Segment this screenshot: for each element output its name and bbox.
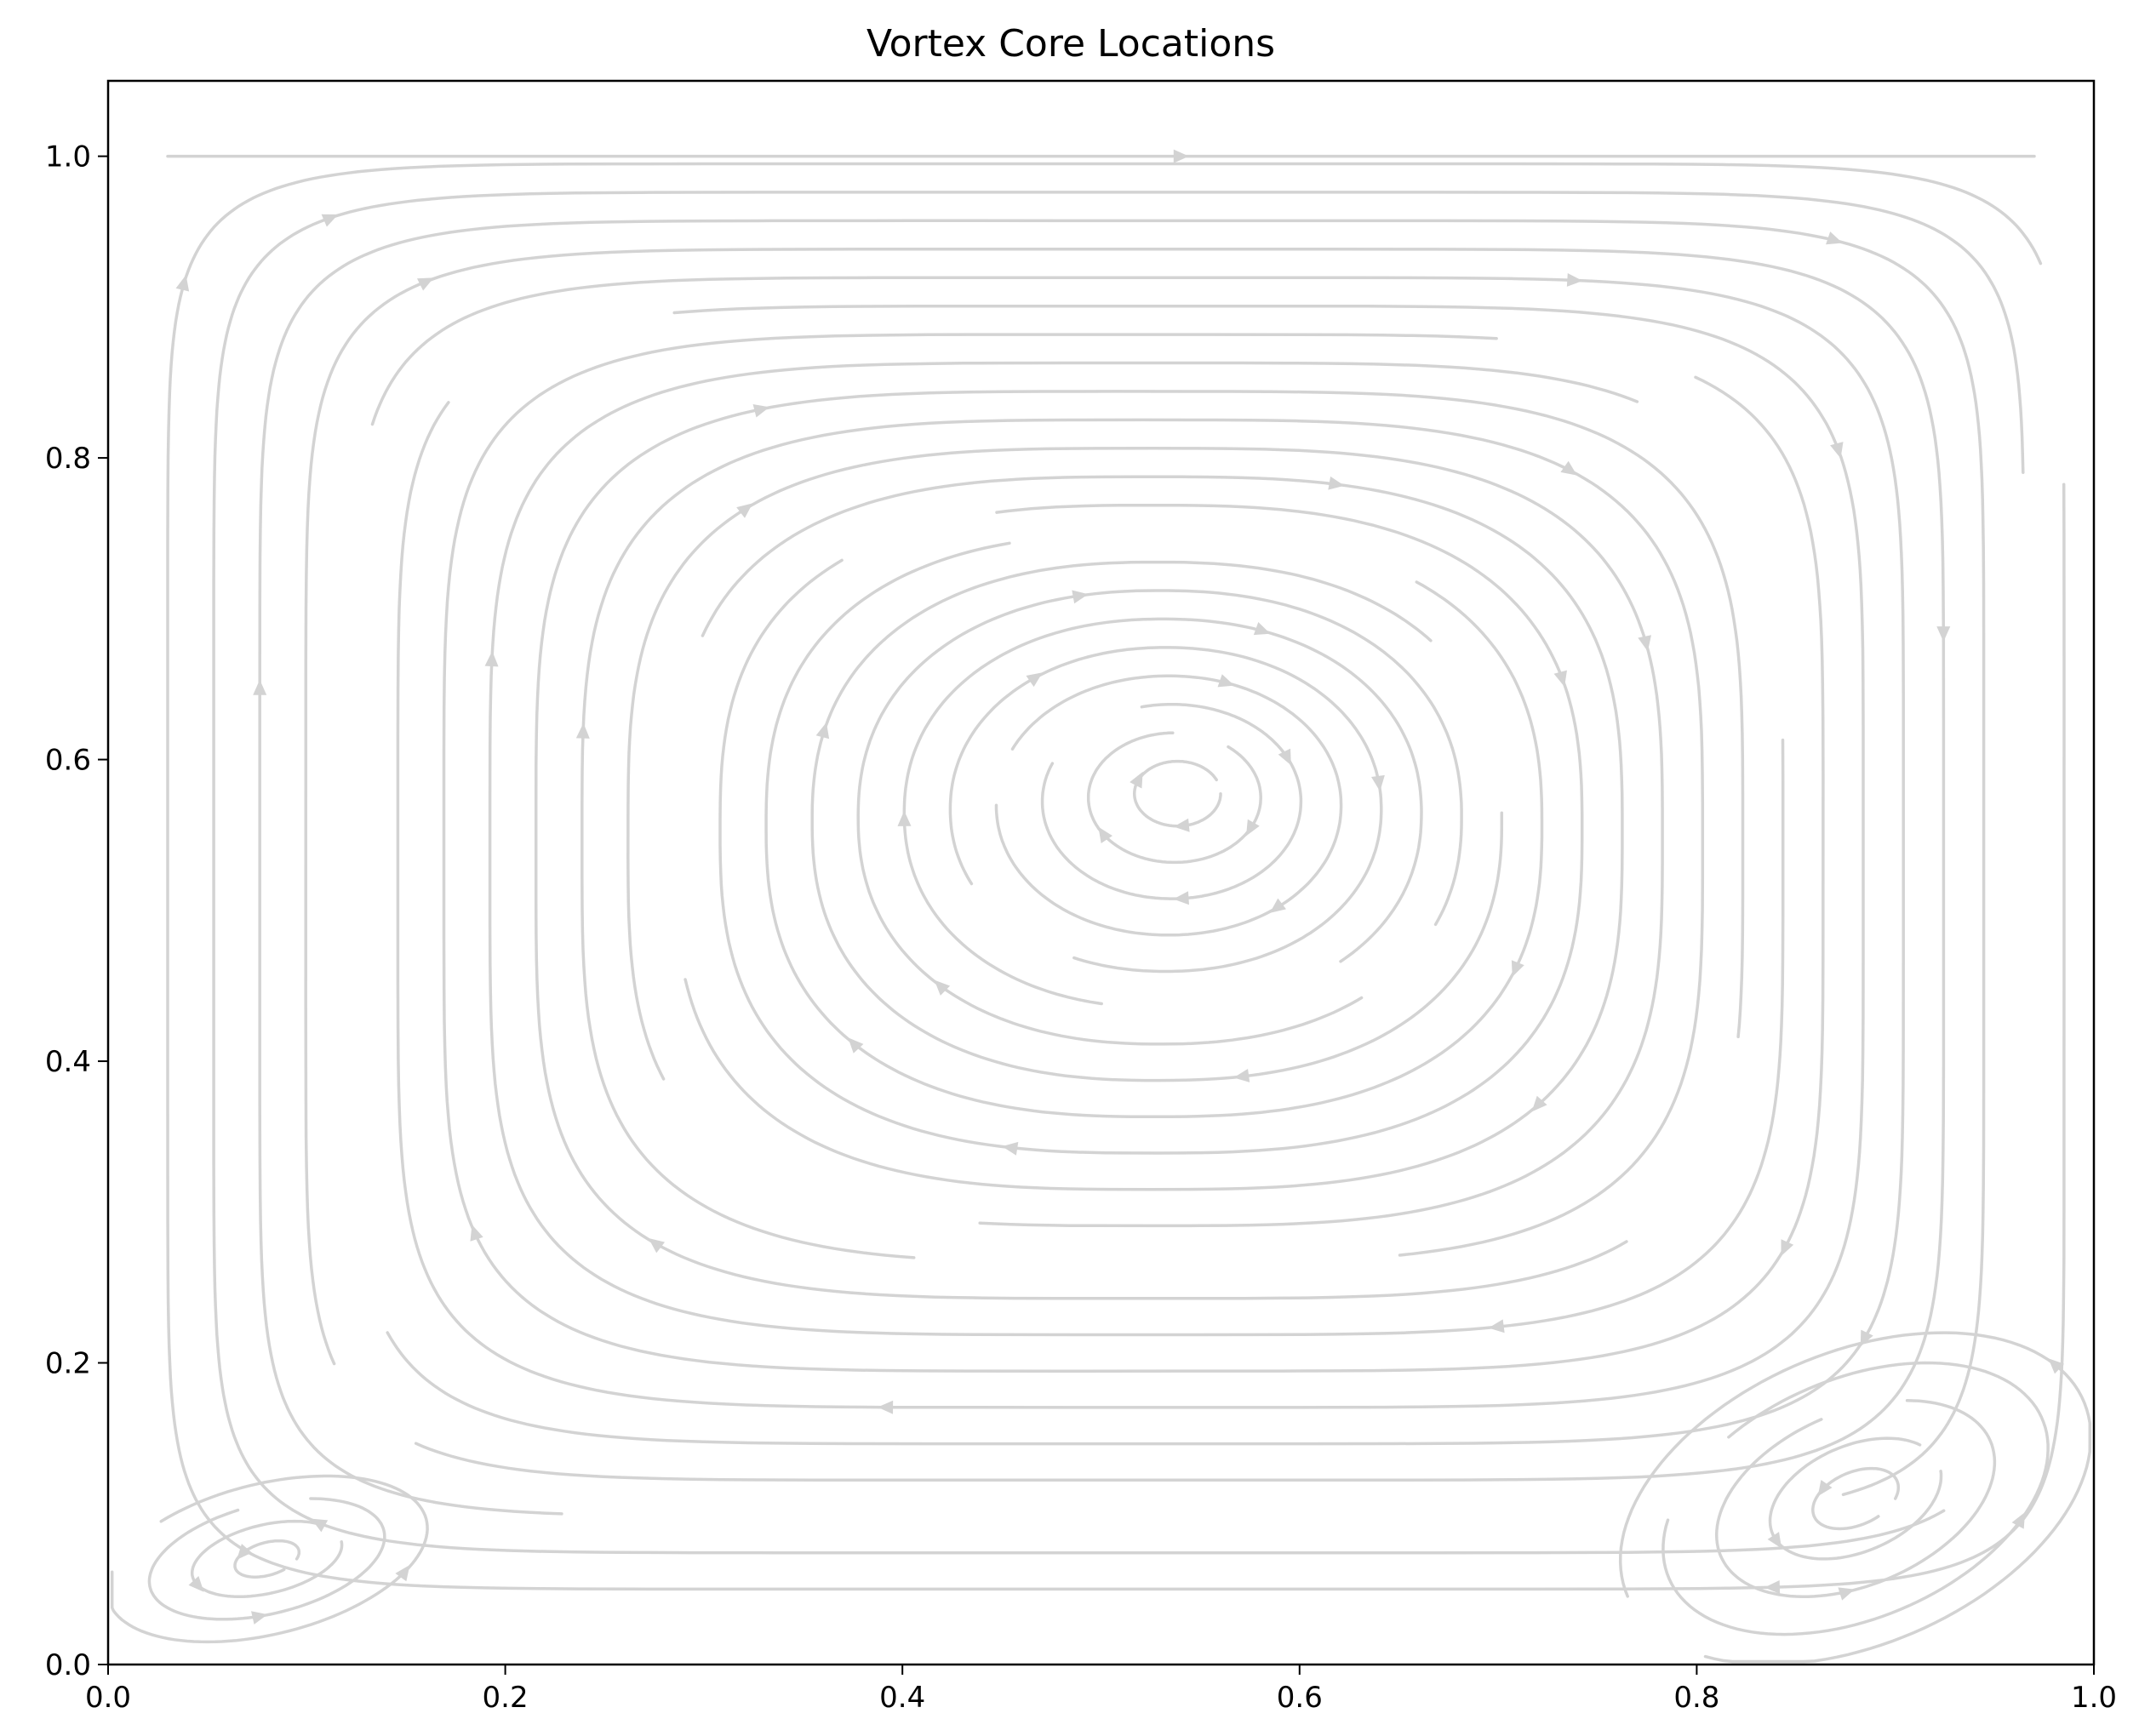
streamline bbox=[902, 617, 1423, 1006]
stream-arrow bbox=[1253, 622, 1271, 636]
stream-arrow bbox=[2011, 1511, 2026, 1529]
stream-arrow bbox=[1371, 774, 1385, 791]
stream-arrow bbox=[1130, 771, 1143, 789]
stream-arrow bbox=[1173, 891, 1189, 905]
chart-title: Vortex Core Locations bbox=[866, 22, 1275, 66]
stream-arrow bbox=[1173, 818, 1190, 832]
stream-arrow bbox=[1531, 1095, 1547, 1112]
stream-arrow bbox=[878, 1400, 894, 1414]
y-tick-label: 1.0 bbox=[45, 140, 91, 174]
stream-arrow bbox=[188, 1575, 204, 1592]
stream-arrow bbox=[752, 404, 769, 418]
stream-arrow bbox=[395, 1565, 410, 1582]
streamline bbox=[370, 276, 1905, 1446]
streamline bbox=[581, 418, 1705, 1259]
x-axis: 0.0 0.2 0.4 0.6 0.8 1.0 bbox=[85, 1665, 2117, 1715]
stream-arrow bbox=[1781, 1239, 1794, 1256]
stream-arrow bbox=[1233, 1069, 1250, 1082]
streamline bbox=[166, 162, 2066, 1591]
streamline bbox=[1040, 702, 1303, 900]
streamline bbox=[683, 475, 1624, 1191]
streamline bbox=[994, 674, 1343, 937]
streamline bbox=[396, 304, 1865, 1409]
stream-arrow bbox=[1098, 826, 1112, 843]
streamline bbox=[856, 589, 1463, 1046]
streamline bbox=[442, 333, 1825, 1373]
stream-arrow bbox=[1860, 1329, 1873, 1347]
stream-arrow bbox=[1245, 819, 1260, 837]
streamline bbox=[1132, 759, 1222, 828]
stream-arrow bbox=[736, 503, 753, 518]
stream-arrow bbox=[175, 275, 190, 292]
stream-arrow bbox=[416, 277, 434, 291]
streamline bbox=[1086, 731, 1262, 865]
y-tick-label: 0.8 bbox=[45, 442, 91, 476]
streamline bbox=[626, 447, 1664, 1228]
streamline bbox=[488, 361, 1785, 1337]
stream-arrow bbox=[1173, 149, 1189, 163]
stream-arrow bbox=[1072, 590, 1089, 604]
y-tick-label: 0.6 bbox=[45, 744, 91, 778]
stream-arrow bbox=[1269, 898, 1287, 913]
stream-arrow bbox=[575, 722, 590, 739]
stream-arrow bbox=[1767, 1532, 1782, 1549]
stream-arrow bbox=[470, 1225, 483, 1242]
stream-arrow bbox=[815, 722, 830, 740]
y-axis: 0.0 0.2 0.4 0.6 0.8 1.0 bbox=[45, 140, 108, 1682]
corner-vortex-streamline bbox=[1661, 1361, 2050, 1636]
stream-arrow bbox=[934, 979, 951, 996]
y-tick-label: 0.0 bbox=[45, 1648, 91, 1682]
streamline bbox=[948, 646, 1383, 974]
stream-arrow bbox=[1936, 626, 1951, 642]
streamlines bbox=[110, 154, 2092, 1664]
stream-arrow bbox=[1328, 476, 1345, 490]
streamline bbox=[810, 560, 1504, 1082]
stream-arrow bbox=[1560, 460, 1577, 476]
streamline bbox=[718, 503, 1584, 1155]
stream-arrow bbox=[1638, 635, 1651, 652]
stream-arrow bbox=[2048, 1358, 2065, 1374]
streamline bbox=[212, 191, 2025, 1555]
stream-arrow bbox=[1511, 960, 1524, 977]
streamline bbox=[534, 390, 1745, 1300]
stream-arrow bbox=[1817, 1479, 1833, 1497]
y-tick-label: 0.2 bbox=[45, 1347, 91, 1381]
stream-arrow bbox=[253, 679, 267, 695]
stream-arrow bbox=[237, 1544, 252, 1560]
stream-arrow bbox=[1826, 231, 1843, 245]
stream-arrow bbox=[251, 1611, 268, 1625]
plot-frame bbox=[106, 79, 2096, 1666]
x-tick-label: 1.0 bbox=[2071, 1681, 2117, 1715]
x-tick-label: 0.0 bbox=[85, 1681, 131, 1715]
corner-vortex-streamline bbox=[147, 1497, 386, 1621]
stream-arrow bbox=[1488, 1319, 1505, 1333]
y-tick-label: 0.4 bbox=[45, 1045, 91, 1079]
stream-arrow bbox=[897, 810, 912, 826]
x-tick-label: 0.4 bbox=[879, 1681, 925, 1715]
stream-arrow bbox=[1566, 272, 1583, 287]
corner-vortex-streamline bbox=[190, 1519, 344, 1598]
stream-arrow bbox=[648, 1237, 666, 1253]
x-tick-label: 0.8 bbox=[1673, 1681, 1719, 1715]
stream-arrow bbox=[1217, 674, 1235, 688]
x-tick-label: 0.2 bbox=[483, 1681, 529, 1715]
corner-vortex-streamline bbox=[1618, 1331, 2092, 1664]
stream-arrow bbox=[1830, 442, 1844, 459]
stream-arrows bbox=[175, 149, 2065, 1625]
stream-arrow bbox=[1764, 1579, 1781, 1594]
stream-arrow bbox=[1278, 748, 1291, 766]
stream-arrow bbox=[1553, 670, 1568, 688]
stream-arrow bbox=[484, 651, 499, 667]
stream-arrow bbox=[311, 1518, 329, 1533]
stream-arrow bbox=[321, 214, 339, 227]
stream-arrow bbox=[848, 1037, 864, 1054]
streamline bbox=[304, 248, 1946, 1482]
stream-arrow bbox=[1026, 672, 1043, 688]
streamline bbox=[258, 219, 1986, 1516]
stream-arrow bbox=[1838, 1587, 1855, 1601]
stream-arrow bbox=[1002, 1141, 1019, 1156]
x-tick-label: 0.6 bbox=[1277, 1681, 1323, 1715]
streamline bbox=[764, 541, 1544, 1119]
